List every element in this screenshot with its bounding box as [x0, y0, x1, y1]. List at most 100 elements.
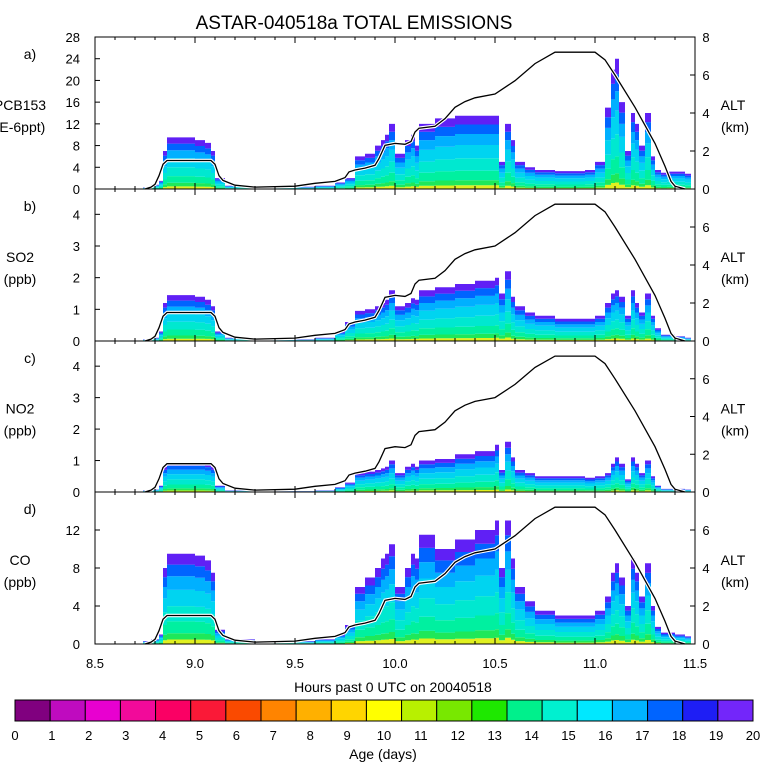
panel-letter: a) [24, 46, 36, 62]
stack-band-3 [143, 613, 691, 644]
colorbar-tick-label: 6 [233, 728, 240, 743]
colorbar-swatch [190, 699, 227, 722]
panel-letter: b) [24, 198, 36, 214]
x-tick-label: 8.5 [86, 656, 104, 671]
colorbar-swatch [365, 699, 403, 722]
alt-unit: (km) [721, 574, 749, 590]
stack-band-7 [143, 279, 691, 340]
stack-band-1 [143, 337, 691, 341]
colorbar-swatch [295, 699, 332, 722]
stack-band-6 [143, 551, 691, 643]
alt-tick-label: 4 [702, 410, 709, 425]
colorbar-swatch [260, 699, 297, 722]
panel-species: SO2 [6, 249, 34, 265]
stack-band-2 [143, 629, 691, 644]
y-tick-label: 3 [73, 391, 80, 406]
alt-tick-label: 6 [702, 372, 709, 387]
alt-tick-label: 0 [702, 637, 709, 652]
colorbar-tick-label: 19 [709, 728, 723, 743]
x-tick-label: 11.5 [683, 656, 707, 671]
alt-unit: (km) [721, 119, 749, 135]
altitude-line [144, 51, 686, 190]
colorbar-tick-label: 9 [343, 728, 350, 743]
panel-no2: 0 1 2 3 4 0 2 4 6 c) NO2 (ppb) ALT (km) [4, 340, 749, 500]
panels: 048121620242802468a)PCB153(E-6ppt)ALT(km… [0, 30, 749, 652]
colorbar-swatch [155, 699, 192, 722]
stack-band-1 [143, 489, 691, 492]
panel-letter: d) [24, 501, 36, 517]
colorbar-tick-label: 3 [122, 728, 129, 743]
alt-tick-label: 0 [702, 334, 709, 349]
colorbar-swatch [225, 699, 262, 722]
stack-band-5 [143, 299, 691, 341]
panel-unit: (ppb) [4, 422, 37, 438]
colorbar-swatch [647, 699, 684, 722]
colorbar-tick-label: 10 [377, 728, 391, 743]
alt-tick-label: 0 [702, 485, 709, 500]
x-axis: 8.5 9.0 9.5 10.0 10.5 11.0 11.5 [86, 656, 707, 671]
colorbar-label: Age (days) [349, 746, 417, 762]
colorbar-tick-label: 8 [307, 728, 314, 743]
stack-band-4 [143, 470, 691, 492]
alt-tick-label: 4 [702, 258, 709, 273]
panel-co: 0 4 8 12 0 2 4 6 d) CO (ppb) ALT (km) [4, 491, 749, 652]
panel-so2: 0 1 2 3 4 0 2 4 6 b) SO2 (ppb) ALT (km) [4, 188, 749, 349]
alt-tick-label: 2 [702, 296, 709, 311]
alt-label: ALT [721, 400, 746, 416]
panel-pcb153: 048121620242802468a)PCB153(E-6ppt)ALT(km… [0, 30, 749, 197]
colorbar-tick-label: 14 [524, 728, 538, 743]
colorbar-tick-label: 1 [48, 728, 55, 743]
alt-tick-label: 6 [702, 68, 709, 83]
colorbar-tick-label: 7 [270, 728, 277, 743]
colorbar-tick-label: 18 [672, 728, 686, 743]
alt-label: ALT [721, 249, 746, 265]
panel-unit: (ppb) [4, 271, 37, 287]
alt-label: ALT [721, 552, 746, 568]
colorbar-tick-label: 16 [598, 728, 612, 743]
x-tick-label: 9.5 [286, 656, 304, 671]
colorbar-tick-label: 15 [561, 728, 575, 743]
chart-title: ASTAR-040518a TOTAL EMISSIONS [196, 13, 513, 34]
y-tick-label: 16 [66, 95, 80, 110]
altitude-line [144, 506, 686, 645]
panel-unit: (ppb) [4, 574, 37, 590]
x-tick-label: 9.0 [186, 656, 204, 671]
stack-band-6 [143, 454, 691, 492]
panel-species: PCB153 [0, 97, 46, 113]
y-tick-label: 12 [66, 523, 80, 538]
colorbar-tick-label: 2 [85, 728, 92, 743]
y-tick-label: 4 [73, 359, 80, 374]
colorbar: 0 1 2 3 4 5 6 7 8 9 10 11 12 13 14 15 16 17 18 19 20 [11, 699, 760, 743]
panel-unit: (E-6ppt) [0, 119, 45, 135]
alt-tick-label: 6 [702, 220, 709, 235]
alt-tick-label: 2 [702, 447, 709, 462]
stack-band-4 [143, 592, 691, 644]
panel-letter: c) [24, 350, 36, 366]
y-tick-label: 8 [73, 139, 80, 154]
colorbar-swatch [119, 699, 157, 722]
stack-band-4 [143, 311, 691, 341]
stack-band-1 [143, 182, 691, 189]
colorbar-swatch [471, 699, 508, 722]
y-tick-label: 3 [73, 239, 80, 254]
colorbar-tick-label: 5 [196, 728, 203, 743]
alt-tick-label: 6 [702, 523, 709, 538]
alt-tick-label: 4 [702, 561, 709, 576]
colorbar-swatch [541, 699, 578, 722]
colorbar-swatch [611, 699, 649, 722]
y-tick-label: 0 [73, 182, 80, 197]
colorbar-swatch [682, 699, 719, 722]
y-tick-label: 8 [73, 561, 80, 576]
panel-species: CO [10, 552, 31, 568]
y-tick-label: 24 [66, 52, 80, 67]
altitude-line [144, 203, 686, 342]
stack-band-5 [143, 569, 691, 643]
colorbar-swatch [576, 699, 613, 722]
y-tick-label: 0 [73, 485, 80, 500]
alt-unit: (km) [721, 422, 749, 438]
colorbar-tick-label: 0 [11, 728, 18, 743]
stack-band-8 [143, 520, 691, 642]
y-tick-label: 1 [73, 454, 80, 469]
y-tick-label: 4 [73, 599, 80, 614]
